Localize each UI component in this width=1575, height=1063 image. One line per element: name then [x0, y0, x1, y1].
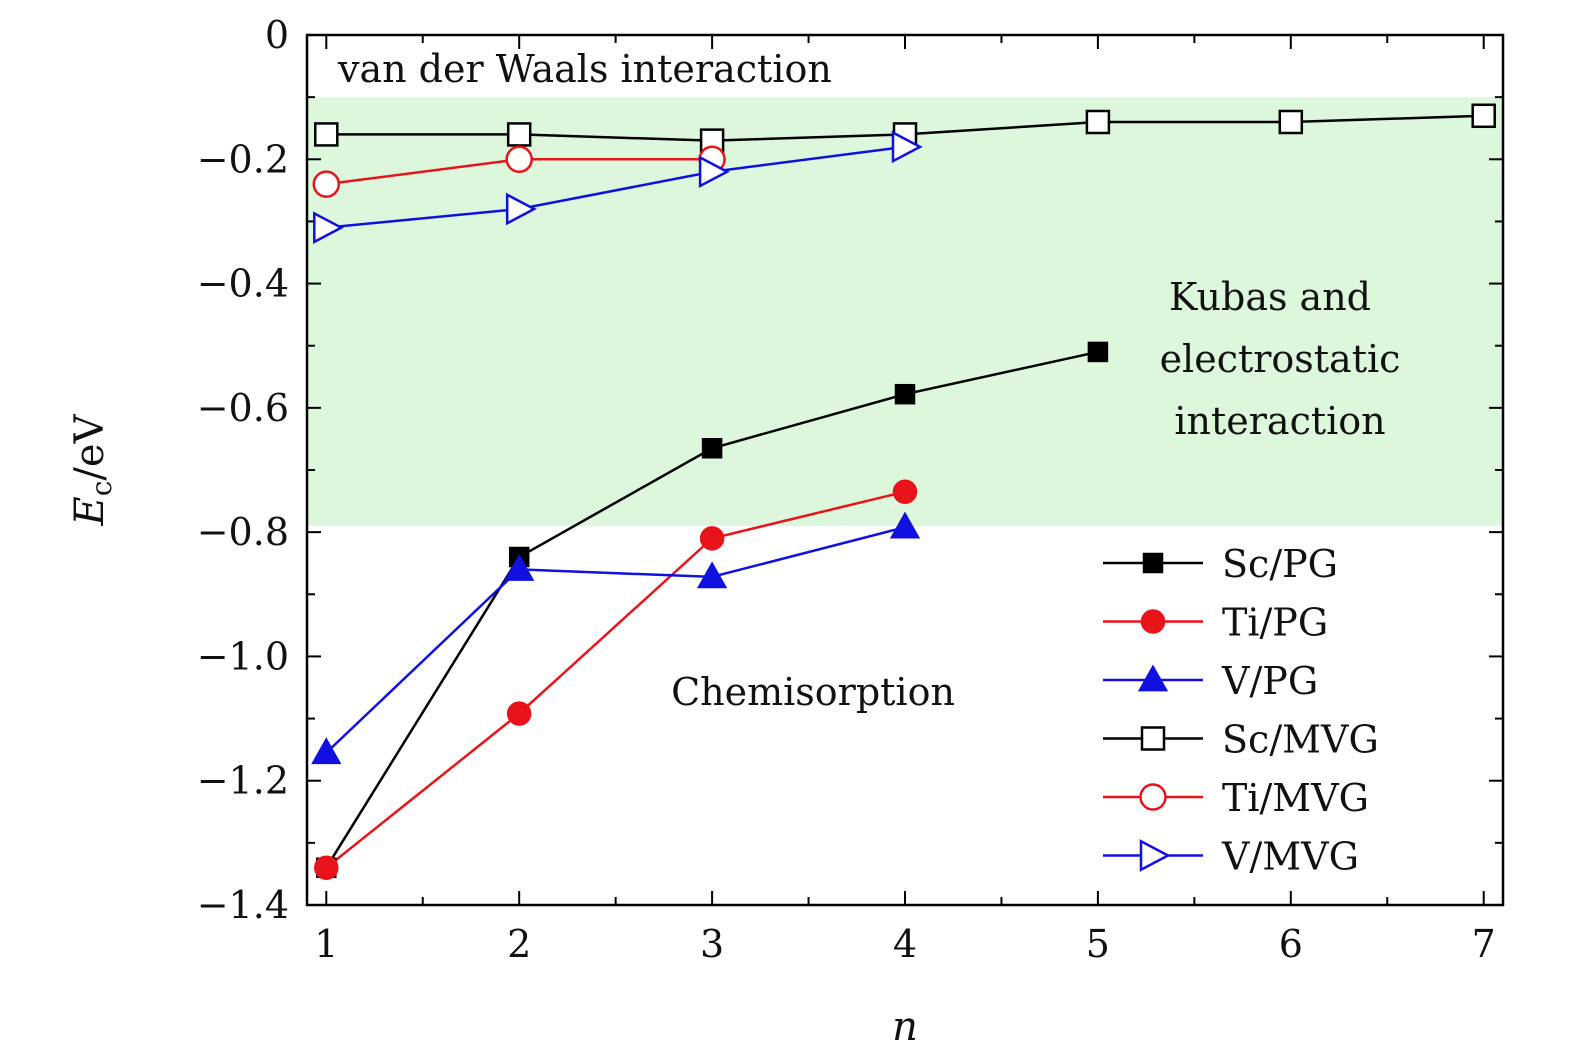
y-tick-label: −0.4	[197, 262, 289, 306]
plot-frame	[305, 33, 1505, 907]
y-axis-title-main: E	[67, 496, 113, 526]
data-point-ti-mvg	[312, 170, 341, 198]
x-axis-title: n	[892, 1004, 918, 1050]
data-point-sc-pg	[894, 383, 916, 405]
y-tick-label: −0.8	[197, 510, 289, 554]
legend-label-ti-mvg: Ti/MVG	[1222, 776, 1369, 820]
legend-label-sc-pg: Sc/PG	[1222, 542, 1338, 586]
x-tick-label: 3	[700, 922, 724, 966]
legend-label-v-mvg: V/MVG	[1221, 835, 1359, 879]
data-point-v-pg	[504, 553, 535, 581]
legend-label-sc-mvg: Sc/MVG	[1222, 718, 1379, 762]
annotation-kubas-line-1: Kubas and	[1169, 275, 1371, 319]
data-point-ti-pg	[506, 701, 532, 726]
data-point-sc-mvg	[1085, 109, 1111, 135]
legend-label-v-pg: V/PG	[1221, 659, 1318, 703]
data-point-v-mvg	[891, 130, 923, 164]
x-tick-label: 6	[1279, 922, 1303, 966]
series-markers	[311, 103, 1496, 880]
legend-marker-sc-mvg	[1140, 726, 1166, 751]
legend: Sc/PG Ti/PG V/PG Sc/MVG Ti/MVG V/MVG	[1103, 542, 1379, 879]
annotation-kubas-line-3: interaction	[1174, 399, 1385, 443]
data-point-v-mvg	[313, 211, 344, 244]
y-axis-title: Ec/eV	[67, 413, 118, 526]
x-tick-label: 2	[507, 922, 531, 966]
data-point-v-mvg	[698, 155, 730, 189]
data-point-sc-mvg	[506, 122, 532, 147]
y-tick-label: −1.0	[197, 634, 289, 678]
x-tick-label: 4	[893, 922, 917, 966]
data-point-v-mvg	[505, 192, 537, 226]
data-point-sc-pg	[1087, 341, 1109, 363]
series-line-v-mvg	[326, 145, 906, 229]
annotation-van-der-waals: van der Waals interaction	[337, 47, 832, 91]
tick-labels: 1 2 3 4 5 6 7 0 −0.2 −0.4 −0.6 −0.8 −1.0 −1.2 −1.4	[197, 13, 1496, 966]
data-point-ti-pg	[699, 526, 725, 551]
y-tick-label: −0.6	[197, 386, 289, 430]
y-tick-label: 0	[265, 13, 289, 57]
y-tick-label: −1.4	[197, 883, 289, 927]
data-point-sc-mvg	[1471, 103, 1496, 129]
legend-marker-ti-mvg	[1139, 783, 1167, 811]
data-point-v-pg	[696, 561, 728, 589]
data-point-v-pg	[889, 511, 921, 539]
data-point-v-pg	[311, 737, 342, 765]
shaded-band	[307, 97, 1503, 526]
data-point-sc-pg	[701, 438, 723, 459]
x-tick-label: 5	[1086, 922, 1110, 966]
y-axis-title-unit: /eV	[67, 413, 113, 480]
x-tick-label: 7	[1472, 922, 1496, 966]
legend-marker-v-mvg	[1139, 839, 1171, 872]
y-tick-label: −1.2	[197, 759, 289, 803]
y-axis-title-subscript: c	[85, 481, 118, 497]
annotation-chemisorption: Chemisorption	[671, 670, 955, 714]
annotation-kubas-line-2: electrostatic	[1160, 337, 1401, 381]
series-line-v-pg	[325, 525, 906, 754]
legend-marker-v-pg	[1137, 664, 1169, 692]
data-point-ti-pg	[892, 479, 918, 504]
legend-marker-ti-pg	[1140, 609, 1166, 634]
x-tick-label: 1	[314, 922, 338, 966]
data-point-sc-mvg	[314, 122, 339, 147]
data-point-sc-mvg	[1278, 109, 1304, 135]
y-tick-label: −0.2	[197, 137, 289, 181]
legend-label-ti-pg: Ti/PG	[1222, 601, 1328, 645]
series-line-ti-pg	[325, 490, 906, 869]
data-point-ti-mvg	[505, 145, 533, 174]
legend-marker-sc-pg	[1142, 552, 1164, 574]
data-point-ti-pg	[314, 855, 339, 880]
